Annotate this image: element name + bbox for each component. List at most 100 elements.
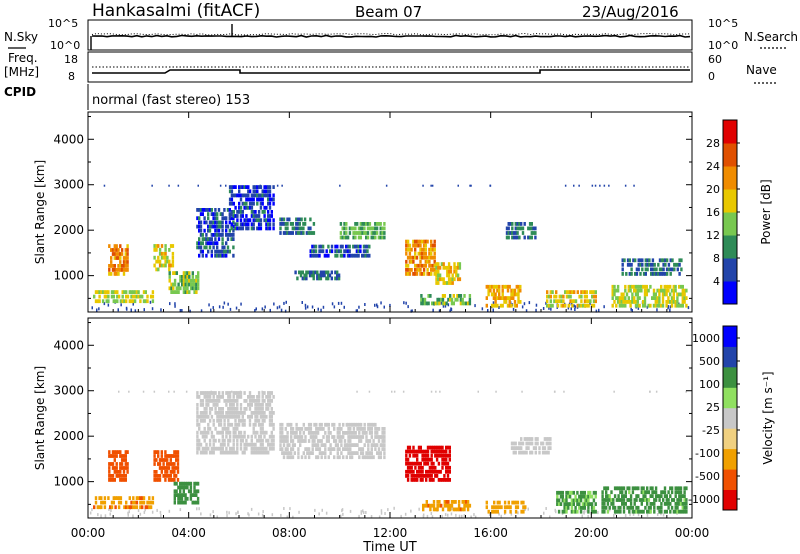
data-cell <box>648 258 651 263</box>
data-cell <box>236 399 239 403</box>
data-cell <box>454 297 457 302</box>
scatter-cell <box>137 509 140 513</box>
data-cell <box>208 228 212 233</box>
data-cell <box>261 446 264 451</box>
data-cell <box>541 450 545 455</box>
data-cell <box>108 272 111 276</box>
data-cell <box>350 226 353 231</box>
data-cell <box>218 446 221 451</box>
data-cell <box>263 450 266 455</box>
data-cell <box>534 441 537 446</box>
data-cell <box>558 299 561 304</box>
data-cell <box>342 431 345 435</box>
data-cell <box>589 299 592 304</box>
data-cell <box>557 509 561 514</box>
data-cell <box>622 292 625 297</box>
data-cell <box>628 490 631 495</box>
data-cell <box>205 399 208 403</box>
data-cell <box>327 253 330 258</box>
data-cell <box>592 299 596 304</box>
data-cell <box>628 262 631 267</box>
data-cell <box>624 288 627 293</box>
power-panel-frame <box>87 111 693 313</box>
data-cell <box>492 284 496 289</box>
data-cell <box>184 485 187 490</box>
data-cell <box>221 450 224 455</box>
data-cell <box>570 490 574 495</box>
data-cell <box>505 226 509 231</box>
data-cell <box>336 276 339 281</box>
data-cell <box>568 502 572 506</box>
data-cell <box>141 294 144 299</box>
data-cell <box>325 270 328 275</box>
data-cell <box>507 222 510 226</box>
data-cell <box>456 277 460 282</box>
data-cell <box>660 505 663 510</box>
data-cell <box>428 457 432 462</box>
data-cell <box>672 288 675 293</box>
data-cell <box>631 509 635 514</box>
data-cell <box>660 288 663 293</box>
data-cell <box>305 276 308 281</box>
data-cell <box>501 288 504 293</box>
data-cell <box>565 509 568 514</box>
data-cell <box>412 453 415 458</box>
data-cell <box>241 210 244 214</box>
data-cell <box>230 222 234 227</box>
data-cell <box>247 205 250 210</box>
data-cell <box>254 446 257 451</box>
data-cell <box>522 500 525 505</box>
velocity-colorbar-tick-label: -1000 <box>688 493 720 506</box>
data-cell <box>456 297 459 302</box>
data-cell <box>433 255 436 260</box>
data-cell <box>352 443 356 447</box>
data-cell <box>635 267 639 272</box>
data-cell <box>333 455 336 460</box>
data-cell <box>410 478 413 482</box>
data-cell <box>207 249 210 254</box>
data-cell <box>422 507 425 512</box>
data-cell <box>214 233 217 237</box>
data-cell <box>257 399 261 403</box>
data-cell <box>203 438 206 443</box>
data-cell <box>425 301 428 306</box>
data-cell <box>122 454 126 458</box>
data-cell <box>205 245 208 250</box>
data-cell <box>374 422 377 427</box>
data-cell <box>265 403 268 407</box>
data-cell <box>157 462 160 466</box>
data-cell <box>169 263 173 268</box>
data-cell <box>267 399 270 403</box>
scatter-cell <box>404 512 407 516</box>
data-cell <box>449 277 453 282</box>
station-title: Hankasalmi (fitACF) <box>92 1 260 21</box>
data-cell <box>589 494 592 499</box>
freq-right-tick-bottom: 0 <box>708 70 715 83</box>
data-cell <box>313 439 316 443</box>
data-cell <box>119 268 122 272</box>
data-cell <box>228 414 232 419</box>
data-cell <box>316 447 320 451</box>
data-cell <box>435 281 438 285</box>
data-cell <box>572 498 575 503</box>
data-cell <box>214 224 217 229</box>
scatter-cell <box>254 309 256 313</box>
data-cell <box>417 469 421 474</box>
data-cell <box>288 217 291 222</box>
scatter-cell <box>380 509 383 513</box>
data-cell <box>298 231 301 235</box>
data-cell <box>313 249 316 254</box>
data-cell <box>685 303 688 308</box>
data-cell <box>628 258 631 263</box>
data-cell <box>286 222 289 226</box>
data-cell <box>218 407 221 411</box>
scatter-cell <box>435 390 437 393</box>
data-cell <box>232 224 235 229</box>
data-cell <box>430 449 433 454</box>
data-cell <box>219 430 223 435</box>
data-cell <box>117 248 120 252</box>
data-cell <box>314 270 317 275</box>
data-cell <box>199 414 203 419</box>
data-cell <box>592 506 596 510</box>
data-cell <box>261 450 264 455</box>
